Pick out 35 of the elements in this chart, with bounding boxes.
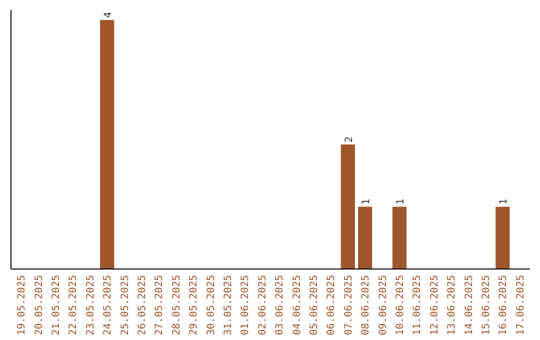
x-tick-label: 10.06.2025 xyxy=(394,275,406,336)
x-tick-label: 29.05.2025 xyxy=(188,275,200,336)
x-tick-label: 21.05.2025 xyxy=(51,275,62,336)
x-tick-label: 23.05.2025 xyxy=(85,275,96,336)
x-tick-label: 20.05.2025 xyxy=(34,275,45,336)
x-tick-label: 17.06.2025 xyxy=(515,275,526,336)
x-tick-label: 22.05.2025 xyxy=(68,275,80,336)
data-label: 4 xyxy=(103,12,114,18)
x-tick-label: 28.05.2025 xyxy=(171,275,182,336)
x-tick-label: 05.06.2025 xyxy=(308,275,320,336)
x-tick-label: 25.05.2025 xyxy=(120,275,131,336)
x-tick-label: 02.06.2025 xyxy=(257,275,268,336)
x-tick-label: 08.06.2025 xyxy=(360,275,372,336)
x-tick-label: 27.05.2025 xyxy=(154,275,166,336)
x-tick-label: 03.06.2025 xyxy=(274,275,286,336)
x-tick-label: 30.05.2025 xyxy=(206,275,217,336)
x-tick-label: 19.05.2025 xyxy=(16,275,28,336)
data-label: 1 xyxy=(498,198,510,205)
x-tick-label: 04.06.2025 xyxy=(292,275,303,336)
x-tick-label: 24.05.2025 xyxy=(102,275,114,336)
x-tick-label: 09.06.2025 xyxy=(378,275,389,336)
x-tick-label: 12.06.2025 xyxy=(429,275,440,336)
data-label: 2 xyxy=(344,136,355,142)
x-tick-label: 26.05.2025 xyxy=(137,275,148,336)
x-tick-label: 01.06.2025 xyxy=(240,275,252,336)
x-tick-label: 31.05.2025 xyxy=(223,275,234,336)
x-tick-label: 16.06.2025 xyxy=(498,275,510,336)
data-label: 1 xyxy=(361,198,372,205)
x-tick-label: 06.06.2025 xyxy=(326,275,338,336)
x-tick-label: 13.06.2025 xyxy=(446,275,458,336)
x-tick-label: 14.06.2025 xyxy=(464,275,475,336)
data-label: 1 xyxy=(395,198,406,205)
x-tick-label: 07.06.2025 xyxy=(343,275,354,336)
x-tick-label: 15.06.2025 xyxy=(480,275,492,336)
x-tick-label: 11.06.2025 xyxy=(412,275,424,336)
